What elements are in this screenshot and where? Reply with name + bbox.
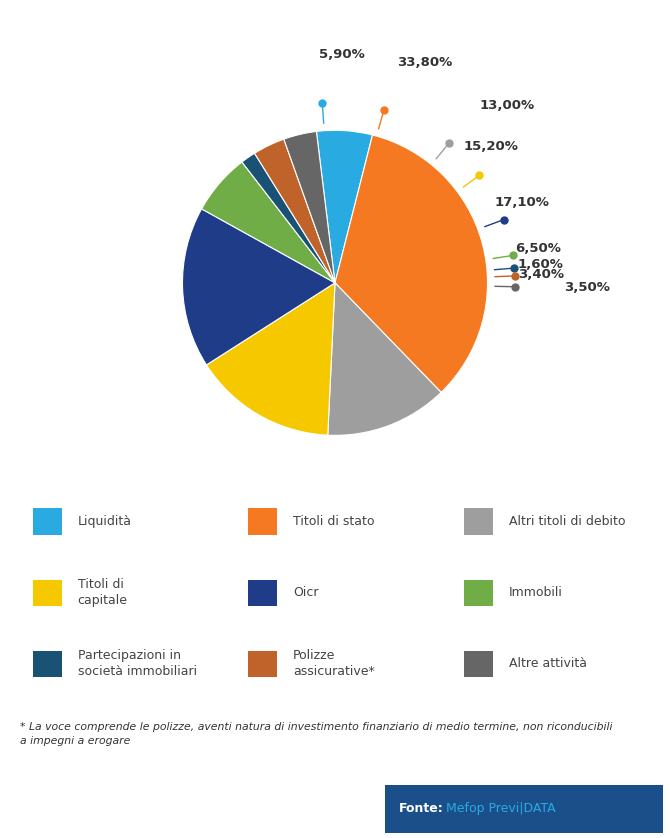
Wedge shape: [316, 131, 373, 283]
Wedge shape: [328, 283, 441, 435]
FancyBboxPatch shape: [464, 650, 492, 677]
Text: 5,90%: 5,90%: [319, 48, 364, 61]
Text: Fondi pensione preesistenti: composizione delle attività: Fondi pensione preesistenti: composizion…: [27, 34, 667, 54]
FancyBboxPatch shape: [248, 580, 277, 606]
Text: * La voce comprende le polizze, aventi natura di investimento finanziario di med: * La voce comprende le polizze, aventi n…: [20, 722, 612, 747]
Text: Immobili: Immobili: [509, 587, 563, 599]
Text: Titoli di
capitale: Titoli di capitale: [78, 578, 128, 608]
Text: Altre attività: Altre attività: [509, 658, 587, 670]
Text: Polizze
assicurative*: Polizze assicurative*: [293, 649, 375, 679]
FancyBboxPatch shape: [33, 580, 62, 606]
FancyBboxPatch shape: [33, 650, 62, 677]
Text: 15,20%: 15,20%: [464, 140, 519, 153]
Text: Liquidità: Liquidità: [78, 515, 132, 528]
Text: 6,50%: 6,50%: [515, 241, 561, 255]
Wedge shape: [242, 153, 335, 283]
Text: 33,80%: 33,80%: [397, 56, 452, 70]
Text: Titoli di stato: Titoli di stato: [293, 515, 375, 528]
FancyBboxPatch shape: [464, 509, 492, 535]
FancyBboxPatch shape: [33, 509, 62, 535]
FancyBboxPatch shape: [248, 650, 277, 677]
Wedge shape: [284, 132, 335, 283]
Text: Oicr: Oicr: [293, 587, 319, 599]
Text: 3,40%: 3,40%: [518, 267, 563, 281]
FancyBboxPatch shape: [385, 785, 663, 833]
Wedge shape: [206, 283, 335, 435]
FancyBboxPatch shape: [464, 580, 492, 606]
Text: 1,60%: 1,60%: [517, 257, 563, 271]
Text: Fonte:: Fonte:: [399, 802, 444, 815]
Text: Altri titoli di debito: Altri titoli di debito: [509, 515, 625, 528]
Text: 13,00%: 13,00%: [480, 99, 535, 112]
Wedge shape: [182, 209, 335, 365]
Text: 17,10%: 17,10%: [494, 196, 549, 209]
Wedge shape: [255, 139, 335, 283]
Text: Partecipazioni in
società immobiliari: Partecipazioni in società immobiliari: [78, 649, 197, 679]
Text: Mefop Previ|DATA: Mefop Previ|DATA: [446, 802, 555, 815]
Wedge shape: [335, 135, 488, 392]
Wedge shape: [202, 162, 335, 283]
Text: 3,50%: 3,50%: [563, 282, 610, 294]
FancyBboxPatch shape: [248, 509, 277, 535]
